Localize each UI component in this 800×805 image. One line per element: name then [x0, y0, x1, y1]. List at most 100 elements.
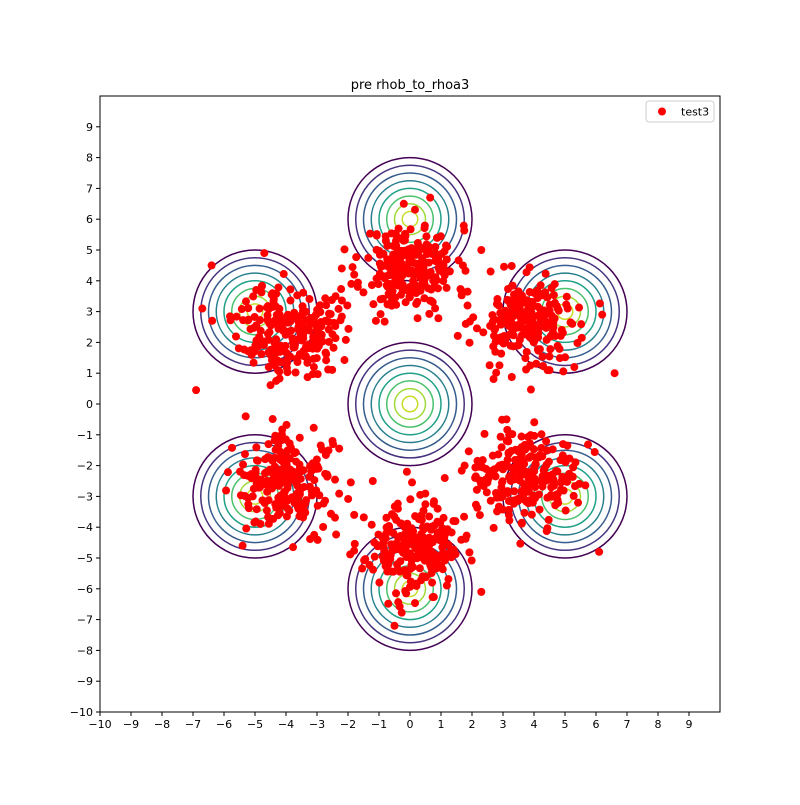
data-point [241, 412, 250, 421]
data-point [486, 267, 495, 276]
data-point [539, 362, 548, 371]
data-point [500, 262, 509, 271]
data-point [438, 543, 447, 552]
data-point [529, 491, 538, 500]
data-point [549, 323, 558, 332]
data-point [522, 365, 531, 374]
data-point [481, 478, 490, 487]
data-point [319, 522, 328, 531]
data-point [439, 264, 448, 273]
data-point [322, 301, 331, 310]
data-point [319, 499, 328, 508]
data-point [329, 343, 338, 352]
data-point [554, 306, 563, 315]
data-point [409, 536, 418, 545]
data-point [427, 296, 436, 305]
contour-ring [386, 195, 434, 244]
data-point [532, 359, 541, 368]
data-point [256, 326, 265, 335]
data-point [322, 470, 331, 479]
data-point [439, 277, 448, 286]
data-point [542, 437, 551, 446]
data-point [264, 496, 273, 505]
data-point [382, 513, 391, 522]
data-point [309, 363, 318, 372]
data-point [525, 263, 534, 272]
data-point [441, 241, 450, 250]
data-point [524, 499, 533, 508]
data-point [522, 347, 531, 356]
data-point [535, 450, 544, 459]
data-point [530, 474, 539, 483]
data-point [370, 538, 379, 547]
data-point [431, 304, 440, 313]
data-point [422, 240, 431, 249]
data-point [542, 527, 551, 536]
data-point [318, 337, 327, 346]
data-point [496, 432, 505, 441]
data-point [384, 560, 393, 569]
data-point [316, 441, 325, 450]
data-point [496, 320, 505, 329]
data-point [340, 356, 349, 365]
data-point [407, 560, 416, 569]
data-point [541, 269, 550, 278]
data-point [547, 311, 556, 320]
data-point [312, 354, 321, 363]
data-point [488, 451, 497, 460]
data-point [432, 561, 441, 570]
data-point [283, 495, 292, 504]
y-tick-label: 9 [86, 121, 93, 134]
data-point [397, 608, 406, 617]
data-point [429, 499, 438, 508]
data-point [595, 299, 604, 308]
data-point [433, 284, 442, 293]
data-point [299, 346, 308, 355]
data-point [249, 484, 258, 493]
data-points [192, 193, 619, 630]
data-point [412, 579, 421, 588]
data-point [533, 345, 542, 354]
data-point [275, 374, 284, 383]
data-point [261, 455, 270, 464]
data-point [249, 292, 258, 301]
data-point [344, 494, 353, 503]
data-point [264, 363, 273, 372]
data-point [250, 312, 259, 321]
data-point [546, 345, 555, 354]
data-point [574, 498, 583, 507]
data-point [556, 478, 565, 487]
data-point [305, 295, 314, 304]
data-point [518, 312, 527, 321]
data-point [387, 229, 396, 238]
data-point [492, 489, 501, 498]
data-point [415, 564, 424, 573]
data-point [284, 327, 293, 336]
data-point [454, 256, 463, 265]
data-point [568, 319, 577, 328]
data-point [496, 309, 505, 318]
data-point [331, 475, 340, 484]
data-point [344, 324, 353, 333]
data-point [237, 305, 246, 314]
data-point [536, 281, 545, 290]
y-tick-label: −4 [77, 521, 93, 534]
data-point [527, 510, 536, 519]
data-point [467, 556, 476, 565]
data-point [277, 479, 286, 488]
data-point [286, 296, 295, 305]
contour-ring [378, 372, 442, 436]
data-point [479, 328, 488, 337]
data-point [498, 477, 507, 486]
data-point [291, 335, 300, 344]
data-point [337, 312, 346, 321]
data-point [555, 344, 564, 353]
data-point [516, 466, 525, 475]
y-tick-label: 0 [86, 398, 93, 411]
data-point [508, 281, 517, 290]
y-tick-label: −2 [77, 460, 93, 473]
data-point [543, 493, 552, 502]
data-point [293, 493, 302, 502]
